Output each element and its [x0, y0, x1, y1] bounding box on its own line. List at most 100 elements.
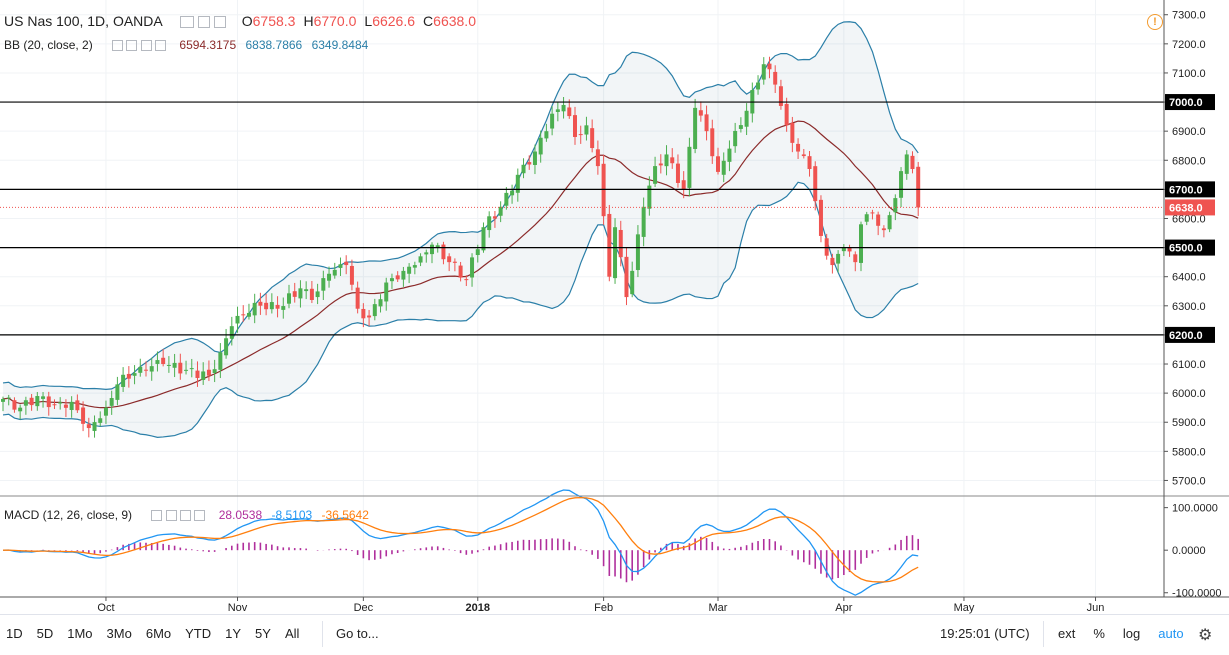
- option-percent[interactable]: %: [1093, 626, 1105, 641]
- level-badge: [1165, 94, 1215, 111]
- candle-body: [155, 360, 160, 364]
- candle-body: [327, 273, 332, 281]
- clock-utc[interactable]: 19:25:01 (UTC): [940, 626, 1030, 641]
- level-badge-label: 6200.0: [1169, 330, 1203, 342]
- eye-icon[interactable]: [179, 16, 194, 29]
- option-log[interactable]: log: [1122, 626, 1141, 641]
- candle-body: [515, 174, 520, 193]
- candle-body: [201, 371, 206, 380]
- range-5y[interactable]: 5Y: [255, 626, 271, 641]
- range-5d[interactable]: 5D: [36, 626, 54, 641]
- price-tick-label: 5800.0: [1172, 446, 1206, 458]
- range-1y[interactable]: 1Y: [225, 626, 242, 641]
- bb-label[interactable]: BB (20, close, 2): [4, 38, 93, 52]
- close-icon[interactable]: [194, 510, 206, 522]
- time-tick-label: Feb: [594, 602, 613, 614]
- candle-body: [487, 216, 492, 231]
- candle-body: [355, 287, 360, 309]
- candle-body: [584, 125, 589, 135]
- range-1d[interactable]: 1D: [6, 626, 23, 641]
- candle-body: [184, 369, 189, 371]
- price-tick-label: 5900.0: [1172, 417, 1206, 429]
- settings-icon[interactable]: [197, 16, 210, 29]
- candle-body: [555, 109, 560, 112]
- candle-body: [287, 293, 291, 304]
- gear-icon[interactable]: ⚙: [1198, 627, 1213, 644]
- range-6mo[interactable]: 6Mo: [145, 626, 172, 641]
- price-tick-label: 5700.0: [1172, 475, 1206, 487]
- option-auto[interactable]: auto: [1158, 626, 1184, 641]
- candle-body: [601, 163, 606, 217]
- bb-fill: [3, 21, 919, 438]
- candle-body: [716, 156, 720, 172]
- candle-body: [664, 154, 669, 167]
- eye-icon[interactable]: [151, 510, 163, 522]
- candle-body: [778, 86, 783, 106]
- candle-body: [18, 407, 23, 412]
- range-1mo[interactable]: 1Mo: [67, 626, 93, 641]
- settings-icon[interactable]: [126, 40, 138, 52]
- ohlc-value: 6770.0: [313, 13, 357, 29]
- candle-body: [756, 82, 761, 90]
- candle-body: [29, 397, 34, 406]
- ohlc-key: O: [241, 13, 253, 29]
- candle-body: [161, 357, 166, 365]
- candle-body: [212, 369, 217, 374]
- candle-body: [887, 215, 892, 230]
- candle-body: [910, 155, 915, 169]
- macd-tick-label: 0.0000: [1172, 545, 1206, 557]
- price-tick-label: 6600.0: [1172, 213, 1206, 225]
- candle-body: [52, 404, 57, 406]
- symbol-title[interactable]: US Nas 100, 1D, OANDA: [4, 13, 162, 29]
- eye-icon[interactable]: [112, 40, 124, 52]
- candle-body: [653, 166, 658, 184]
- candle-body: [149, 366, 154, 372]
- range-all[interactable]: All: [284, 626, 300, 641]
- alert-circle-icon[interactable]: !: [1147, 14, 1163, 30]
- candle-body: [6, 397, 11, 399]
- close-icon[interactable]: [213, 16, 226, 29]
- macd-tick-label: -100.0000: [1172, 588, 1222, 600]
- ohlc-value: 6626.6: [372, 13, 416, 29]
- candle-body: [132, 373, 137, 376]
- candle-body: [893, 198, 898, 213]
- candle-body: [761, 64, 766, 80]
- candle-body: [876, 214, 881, 226]
- candle-body: [109, 398, 114, 406]
- candle-body: [470, 257, 475, 278]
- level-badge-label: 6638.0: [1169, 202, 1203, 214]
- candle-body: [881, 228, 886, 231]
- ohlc-key: C: [423, 13, 434, 29]
- time-tick-label: Dec: [354, 602, 374, 614]
- candle-body: [721, 160, 726, 175]
- settings-icon[interactable]: [165, 510, 177, 522]
- candle-body: [527, 162, 532, 165]
- candle-body: [378, 299, 383, 307]
- candle-body: [595, 149, 600, 167]
- time-tick-label: 2018: [466, 602, 490, 614]
- goto-button[interactable]: Go to...: [336, 626, 379, 641]
- candle-body: [172, 362, 177, 368]
- range-ytd[interactable]: YTD: [185, 626, 212, 641]
- source-icon[interactable]: [140, 40, 152, 52]
- candle-body: [144, 369, 148, 371]
- time-tick-label: Apr: [835, 602, 852, 614]
- candle-body: [538, 137, 543, 155]
- option-ext[interactable]: ext: [1058, 626, 1076, 641]
- time-tick-label: Oct: [97, 602, 114, 614]
- range-3mo[interactable]: 3Mo: [106, 626, 132, 641]
- candle-body: [281, 306, 286, 310]
- level-badge-label: 7000.0: [1169, 97, 1203, 109]
- source-icon[interactable]: [180, 510, 192, 522]
- candle-body: [904, 154, 909, 174]
- macd-label[interactable]: MACD (12, 26, close, 9): [4, 508, 133, 522]
- candle-body: [292, 291, 297, 297]
- level-badge: [1165, 326, 1215, 343]
- divider: [1043, 621, 1044, 647]
- macd-tools: [135, 508, 215, 522]
- bb-upper: 6838.7866: [245, 38, 303, 52]
- chart-header: US Nas 100, 1D, OANDA O6758.3 H6770.0 L662…: [4, 13, 484, 29]
- candle-body: [464, 279, 469, 281]
- close-icon[interactable]: [155, 40, 167, 52]
- range-buttons: 1D 5D 1Mo 3Mo 6Mo YTD 1Y 5Y All: [6, 626, 313, 641]
